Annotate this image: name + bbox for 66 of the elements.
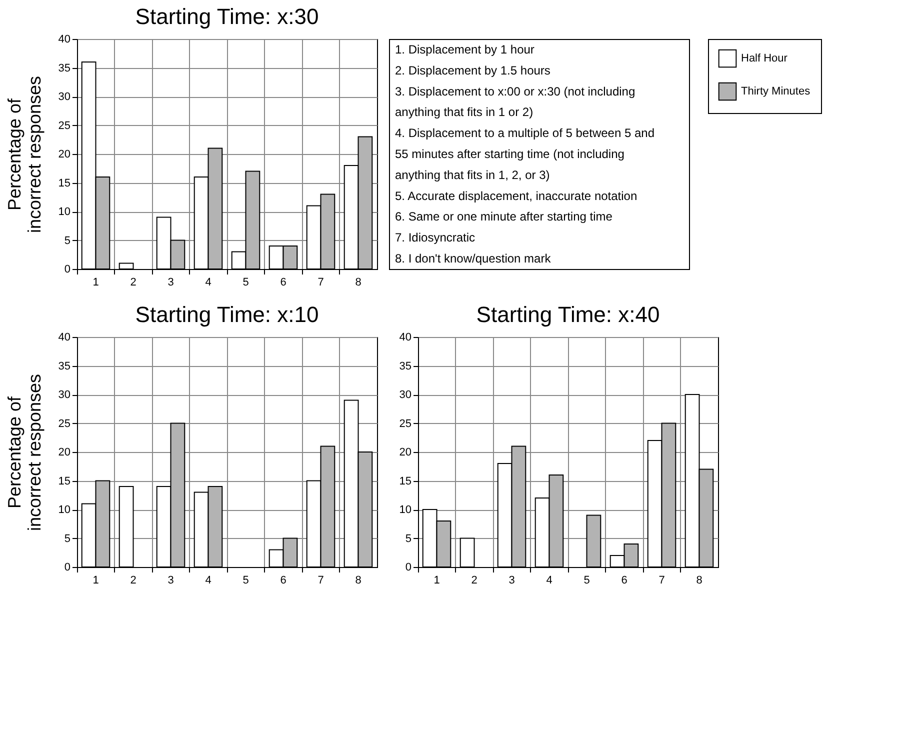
x-tick-label: 6 <box>280 574 286 586</box>
x-tick-label: 1 <box>434 574 440 586</box>
y-tick-label: 15 <box>58 475 70 488</box>
y-tick-label: 35 <box>399 360 412 372</box>
y-tick-label: 25 <box>399 418 412 430</box>
y-tick-label: 25 <box>58 418 70 430</box>
text: 1. Displacement by 1 hour <box>395 42 534 56</box>
x-tick-label: 2 <box>471 574 478 586</box>
y-tick-label: 15 <box>58 177 70 190</box>
legend-label: Half Hour <box>741 52 788 64</box>
x-tick-label: 1 <box>92 276 99 288</box>
chart-title: Starting Time: x:30 <box>135 4 319 29</box>
y-tick-label: 40 <box>58 332 70 344</box>
y-tick-label: 0 <box>405 562 412 574</box>
x-tick-label: 5 <box>584 574 590 586</box>
x-tick-label: 7 <box>318 276 324 288</box>
x-tick-label: 3 <box>168 574 174 586</box>
chart-title: Starting Time: x:40 <box>476 302 660 327</box>
x-tick-label: 8 <box>355 276 362 288</box>
x-tick-label: 4 <box>205 276 212 288</box>
y-tick-label: 35 <box>58 360 70 372</box>
y-tick-label: 40 <box>399 332 412 344</box>
x-tick-label: 7 <box>658 574 665 586</box>
y-tick-label: 20 <box>58 148 70 160</box>
x-tick-label: 1 <box>92 574 99 586</box>
x-tick-label: 7 <box>318 574 324 586</box>
x-tick-label: 5 <box>242 574 249 586</box>
y-tick-label: 10 <box>399 504 412 516</box>
x-tick-label: 8 <box>696 574 702 586</box>
x-tick-label: 2 <box>130 574 136 586</box>
text: 3. Displacement to x:00 or x:30 (not including anything that fits in 1 or 2) <box>395 84 636 120</box>
x-tick-label: 2 <box>130 276 136 288</box>
y-tick-label: 25 <box>58 120 70 132</box>
text: 6. Same or one minute after starting time <box>395 210 613 224</box>
y-tick-label: 0 <box>64 264 70 276</box>
x-tick-label: 6 <box>280 276 286 288</box>
y-tick-label: 5 <box>405 532 412 545</box>
text: 8. I don't know/question mark <box>395 252 552 266</box>
y-tick-label: 30 <box>58 389 70 401</box>
y-tick-label: 5 <box>64 532 70 545</box>
text: 2. Displacement by 1.5 hours <box>395 63 550 78</box>
y-axis-title: Percentage of incorrect responses <box>4 374 44 532</box>
y-axis-title: Percentage of incorrect responses <box>4 76 44 234</box>
x-tick-label: 3 <box>508 574 515 586</box>
x-tick-label: 4 <box>546 574 552 586</box>
y-tick-label: 30 <box>399 389 412 401</box>
text: 7. Idiosyncratic <box>395 230 476 245</box>
y-tick-label: 15 <box>399 475 412 488</box>
y-tick-label: 0 <box>64 562 70 574</box>
y-tick-label: 20 <box>58 446 70 458</box>
legend-label: Thirty Minutes <box>741 86 811 98</box>
y-tick-label: 10 <box>58 504 70 516</box>
chart-title: Starting Time: x:10 <box>135 302 319 327</box>
x-tick-label: 3 <box>168 276 174 288</box>
y-tick-label: 20 <box>399 446 412 458</box>
y-tick-label: 30 <box>58 91 70 103</box>
y-tick-label: 10 <box>58 206 70 218</box>
x-tick-label: 8 <box>355 574 362 586</box>
x-tick-label: 5 <box>242 276 249 288</box>
x-tick-label: 6 <box>621 574 628 586</box>
y-tick-label: 5 <box>64 234 70 247</box>
x-tick-label: 4 <box>205 574 212 586</box>
y-tick-label: 40 <box>58 34 70 46</box>
y-tick-label: 35 <box>58 62 70 74</box>
text: 4. Displacement to a multiple of 5 between 5 and 55 minutes after starting time (not including anything that fits in 1, 2, or 3) <box>395 126 654 182</box>
text: 5. Accurate displacement, inaccurate notation <box>395 188 638 203</box>
